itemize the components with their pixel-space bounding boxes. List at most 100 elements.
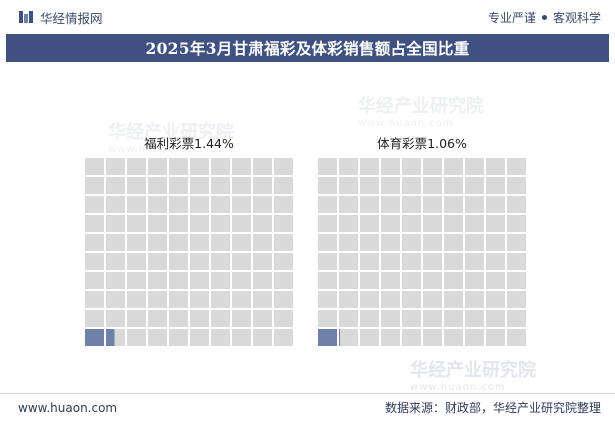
waffle-cell: [360, 329, 379, 346]
waffle-cell: [444, 234, 463, 251]
waffle-cell: [190, 310, 209, 327]
waffle-cell: [486, 310, 505, 327]
waffle-cell: [360, 158, 379, 175]
waffle-cell: [211, 291, 230, 308]
waffle-cell: [444, 196, 463, 213]
waffle-cell: [318, 291, 337, 308]
waffle-cell: [148, 329, 167, 346]
waffle-cell: [274, 329, 293, 346]
waffle-cell: [507, 253, 526, 270]
waffle-cell: [318, 272, 337, 289]
waffle-cell: [402, 177, 421, 194]
waffle-cell: [339, 177, 358, 194]
waffle-cell: [274, 196, 293, 213]
waffle-cell: [381, 329, 400, 346]
waffle-cell: [339, 234, 358, 251]
waffle-cell: [381, 253, 400, 270]
waffle-cell: [85, 291, 104, 308]
waffle-cell: [444, 158, 463, 175]
waffle-cell: [274, 177, 293, 194]
waffle-cell: [232, 158, 251, 175]
waffle-cell: [211, 177, 230, 194]
waffle-cell: [148, 177, 167, 194]
waffle-cell: [169, 329, 188, 346]
slogan: 专业严谨 客观科学: [488, 9, 601, 26]
waffle-cell: [507, 272, 526, 289]
waffle-cell: [253, 253, 272, 270]
waffle-cell: [339, 272, 358, 289]
waffle-cell: [253, 234, 272, 251]
slogan-left: 专业严谨: [487, 10, 536, 25]
panel-label: 体育彩票1.06%: [377, 136, 467, 151]
waffle-cell: [232, 253, 251, 270]
waffle-cell: [232, 215, 251, 232]
waffle-cell: [127, 196, 146, 213]
brand-logo-icon: [19, 11, 33, 23]
waffle-cell: [169, 253, 188, 270]
waffle-cell: [339, 329, 358, 346]
waffle-cell: [507, 310, 526, 327]
waffle-cell: [402, 329, 421, 346]
waffle-cell: [253, 177, 272, 194]
waffle-cell: [402, 234, 421, 251]
waffle-cell: [253, 291, 272, 308]
waffle-cell: [253, 158, 272, 175]
waffle-cell: [444, 253, 463, 270]
waffle-cell: [148, 158, 167, 175]
waffle-cell: [423, 158, 442, 175]
waffle-cell: [106, 158, 125, 175]
waffle-cell: [232, 291, 251, 308]
waffle-cell: [465, 272, 484, 289]
waffle-cell: [381, 310, 400, 327]
waffle-cell: [444, 291, 463, 308]
waffle-cell: [318, 234, 337, 251]
footer-source: 数据来源：财政部，华经产业研究院整理: [384, 401, 601, 415]
waffle-cell: [190, 291, 209, 308]
waffle-cell: [211, 310, 230, 327]
waffle-cell: [169, 291, 188, 308]
waffle-cell: [486, 158, 505, 175]
dot-icon: [541, 14, 547, 20]
waffle-cell: [381, 158, 400, 175]
waffle-cell: [423, 329, 442, 346]
waffle-cell: [465, 310, 484, 327]
waffle-cell: [444, 310, 463, 327]
waffle-cell: [85, 272, 104, 289]
waffle-cell: [127, 310, 146, 327]
brand: 华经情报网: [18, 8, 103, 27]
waffle-cell: [106, 234, 125, 251]
waffle-cell: [85, 253, 104, 270]
waffle-cell: [444, 215, 463, 232]
waffle-cell: [486, 272, 505, 289]
waffle-cell: [148, 253, 167, 270]
waffle-cell: [423, 291, 442, 308]
waffle-cell: [85, 177, 104, 194]
waffle-cell: [507, 215, 526, 232]
waffle-cell: [190, 234, 209, 251]
waffle-cell: [423, 196, 442, 213]
waffle-cell: [360, 234, 379, 251]
waffle-cell: [360, 196, 379, 213]
waffle-cell: [274, 310, 293, 327]
waffle-cell: [402, 215, 421, 232]
waffle-cell: [127, 234, 146, 251]
waffle-cell: [486, 215, 505, 232]
waffle-cell: [423, 177, 442, 194]
waffle-cell: [253, 310, 272, 327]
waffle-cell: [211, 253, 230, 270]
waffle-cell: [148, 234, 167, 251]
watermark: 华经产业研究院 www.huaon.com: [358, 96, 484, 129]
waffle-cell: [232, 196, 251, 213]
waffle-cell: [339, 253, 358, 270]
waffle-cell: [190, 215, 209, 232]
waffle-cell: [211, 215, 230, 232]
waffle-cell: [253, 196, 272, 213]
waffle-cell: [465, 291, 484, 308]
waffle-cell: [190, 253, 209, 270]
waffle-cell: [169, 196, 188, 213]
waffle-cell: [127, 253, 146, 270]
waffle-cell: [465, 158, 484, 175]
waffle-cell: [339, 158, 358, 175]
waffle-cell: [232, 272, 251, 289]
waffle-cell: [148, 196, 167, 213]
